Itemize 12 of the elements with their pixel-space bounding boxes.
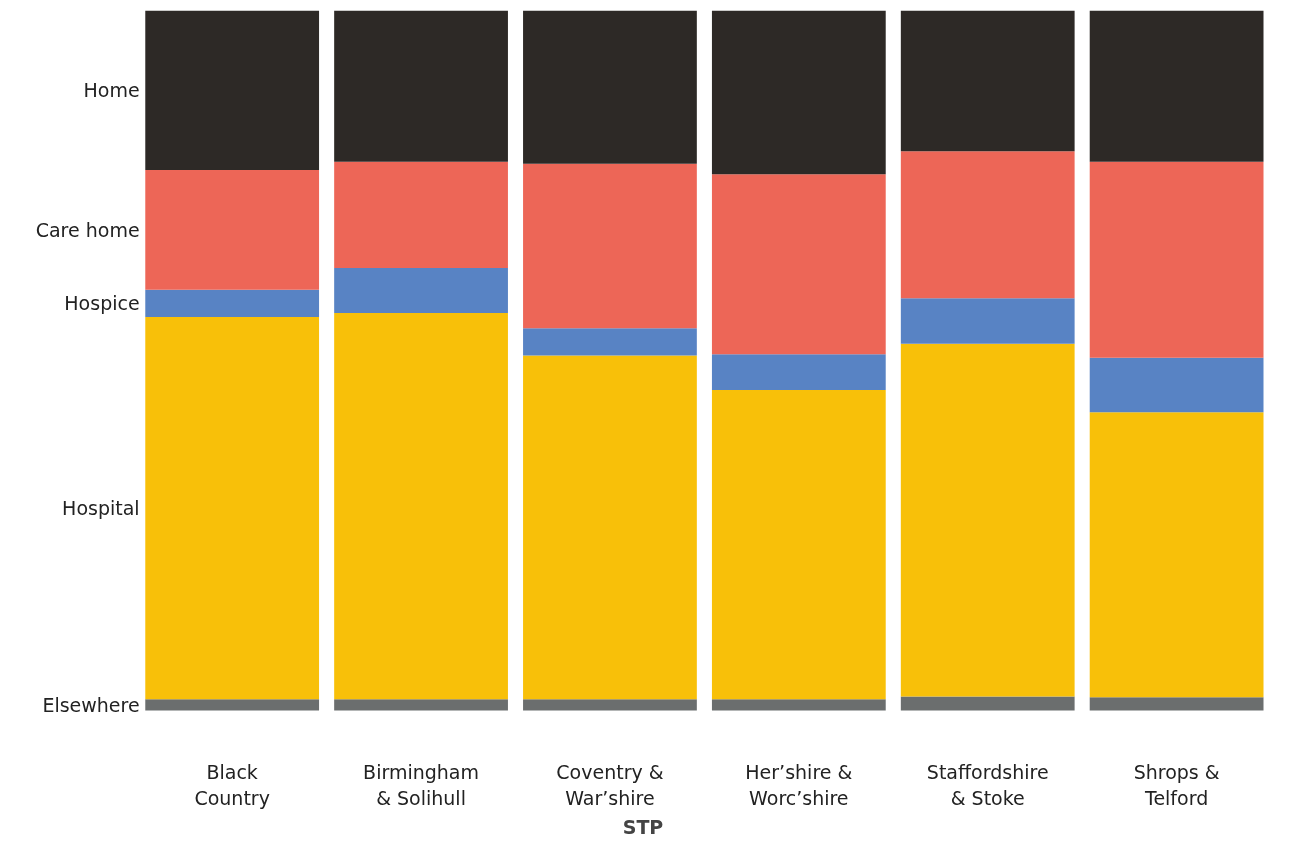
- x-tick-label: Her’shire & Worc’shire: [745, 760, 853, 809]
- series-label: Home: [83, 79, 140, 102]
- x-tick-label: Black Country: [194, 760, 270, 809]
- x-tick-label: Coventry & War’shire: [556, 760, 664, 809]
- x-tick-label: Staffordshire & Stoke: [926, 760, 1049, 809]
- series-label: Elsewhere: [42, 693, 140, 716]
- series-label: Hospital: [62, 497, 140, 520]
- series-label: Care home: [35, 218, 140, 241]
- x-tick-label: Shrops & Telford: [1133, 760, 1220, 809]
- x-tick-label: Birmingham & Solihull: [363, 760, 479, 809]
- x-axis-title: STP: [622, 815, 664, 838]
- series-label: Hospice: [64, 292, 140, 315]
